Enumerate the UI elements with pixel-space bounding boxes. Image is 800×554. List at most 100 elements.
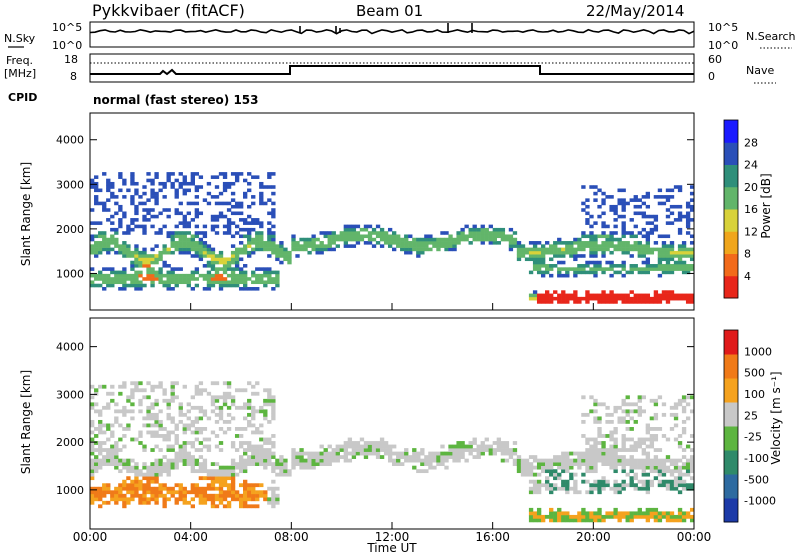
power-cell-780 (311, 234, 316, 239)
power-cell-431 (198, 254, 204, 258)
velocity-cell-1487 (649, 441, 655, 445)
velocity-cell-963 (440, 462, 445, 466)
velocity-cell-952 (428, 458, 433, 463)
velocity-cell-599 (230, 458, 236, 463)
power-cell-555 (230, 267, 236, 271)
velocity-cell-314 (162, 465, 167, 470)
power-cell-507 (218, 267, 224, 271)
velocity-cell-1364 (621, 465, 626, 470)
velocity-cell-741 (267, 486, 272, 491)
velocity-cell-1492 (649, 398, 655, 403)
velocity-cell-21 (90, 395, 95, 400)
power-cell-232 (146, 178, 151, 183)
power-cell-236 (150, 277, 155, 281)
velocity-cell-331 (166, 448, 171, 452)
velocity-cell-387 (178, 405, 183, 410)
velocity-cell-1462 (645, 490, 651, 495)
velocity-cell-469 (198, 391, 204, 396)
power-cell-1257 (605, 234, 610, 239)
velocity-cell-1023 (496, 437, 502, 442)
velocity-cell-1231 (589, 465, 594, 470)
power-cell-257 (154, 254, 159, 258)
power-cell-974 (484, 231, 489, 235)
freq-tick-top: 18 (64, 53, 78, 66)
power-cell-578 (234, 250, 240, 255)
velocity-cell-784 (275, 458, 280, 463)
beam-label: Beam 01 (356, 2, 423, 20)
velocity-cell-826 (311, 455, 316, 459)
power-cell-707 (267, 221, 272, 225)
power-cell-219 (142, 185, 147, 189)
velocity-cell-1622 (685, 402, 691, 407)
velocity-cell-468 (198, 405, 204, 410)
power-cell-1169 (585, 296, 590, 301)
power-cell-1238 (601, 244, 606, 248)
velocity-cell-750 (267, 402, 272, 407)
velocity-cell-1103 (545, 476, 550, 481)
power-cell-1410 (645, 195, 651, 199)
velocity-cell-338 (166, 405, 171, 410)
power-colorbar-label: Power [dB] (759, 173, 773, 238)
velocity-cell-1051 (520, 458, 526, 463)
velocity-cell-1536 (665, 518, 671, 523)
velocity-cell-1396 (629, 483, 634, 488)
power-cell-888 (408, 250, 413, 255)
power-cell-1414 (649, 267, 655, 271)
velocity-cell-1247 (593, 469, 598, 474)
velocity-cell-1353 (617, 455, 622, 459)
velocity-cell-260 (150, 430, 155, 435)
velocity-cell-1319 (609, 437, 614, 442)
power-cell-1292 (617, 293, 622, 298)
power-cell-1422 (653, 300, 659, 304)
power-cell-934 (448, 244, 453, 248)
velocity-cell-1221 (585, 441, 590, 445)
power-cell-1203 (593, 267, 598, 271)
power-cell-998 (508, 241, 514, 245)
velocity-cell-777 (275, 500, 280, 505)
velocity-cell-635 (243, 497, 248, 502)
velocity-cell-1549 (669, 511, 675, 516)
power-cell-1224 (597, 244, 602, 248)
power-cell-117 (118, 204, 123, 209)
power-cell-1571 (689, 208, 695, 212)
power-cell-580 (234, 231, 240, 235)
power-cell-1460 (661, 244, 667, 248)
velocity-cell-574 (226, 486, 232, 491)
velocity-cell-1052 (524, 472, 530, 477)
velocity-cell-562 (222, 465, 228, 470)
velocity-cell-488 (206, 497, 212, 502)
velocity-cell-1195 (581, 518, 586, 523)
velocity-cell-1196 (581, 514, 586, 519)
velocity-cell-462 (198, 448, 204, 452)
velocity-cell-993 (464, 448, 469, 452)
velocity-cell-255 (150, 469, 155, 474)
velocity-cell-532 (214, 395, 220, 400)
power-cell-692 (263, 201, 268, 206)
power-cell-1151 (577, 247, 582, 252)
power-cell-633 (247, 214, 252, 219)
velocity-cell-1346 (617, 514, 622, 519)
velocity-cell-48 (98, 451, 103, 456)
velocity-cell-67 (102, 448, 107, 452)
power-cell-743 (279, 254, 284, 258)
velocity-cell-17 (90, 423, 95, 428)
power-cell-61 (106, 277, 111, 281)
power-cell-336 (174, 208, 179, 212)
velocity-cell-1216 (585, 462, 590, 466)
velocity-colorbar-label-4: -25 (744, 431, 762, 444)
velocity-cell-965 (440, 455, 445, 459)
power-cell-56 (102, 204, 107, 209)
velocity-cell-646 (243, 448, 248, 452)
velocity-cell-612 (234, 448, 240, 452)
velocity-cell-1398 (629, 476, 634, 481)
velocity-cell-31 (94, 455, 99, 459)
velocity-cell-929 (404, 448, 409, 452)
velocity-cell-902 (379, 448, 385, 452)
velocity-cell-1499 (653, 465, 659, 470)
power-cell-533 (222, 172, 228, 176)
power-cell-615 (243, 234, 248, 239)
velocity-cell-400 (182, 441, 187, 445)
power-cell-226 (146, 257, 151, 262)
power-cell-31 (98, 283, 103, 288)
power-cell-988 (496, 231, 502, 235)
